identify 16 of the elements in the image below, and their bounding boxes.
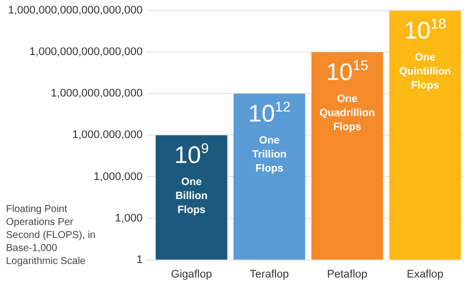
y-tick-label: 1,000,000,000,000,000	[29, 46, 143, 58]
annotation: One Billion Flops	[175, 176, 208, 216]
x-tick-label: Exaflop	[406, 268, 444, 280]
annotation: One Trillion Flops	[252, 134, 287, 175]
x-tick-label: Petaflop	[327, 268, 368, 280]
y-tick-label: 1,000,000,000,000,000,000	[8, 4, 143, 17]
y-tick-label: 1,000,000,000,000	[50, 88, 143, 100]
y-tick-label: 1	[136, 254, 143, 266]
annotation: One Quadrillion Flops	[320, 93, 375, 134]
y-tick-label: 1,000	[115, 212, 143, 224]
y-axis-title: Floating Point Operations Per Second (FLOPS), in Base-1,000 Logarithmic Scale	[6, 204, 96, 267]
x-tick-label: Gigaflop	[171, 268, 212, 280]
y-tick-label: 1,000,000,000	[72, 129, 143, 142]
annotation: One Quintillion Flops	[399, 52, 452, 92]
y-tick-label: 1,000,000	[94, 170, 143, 183]
x-tick-label: Teraflop	[250, 268, 289, 280]
